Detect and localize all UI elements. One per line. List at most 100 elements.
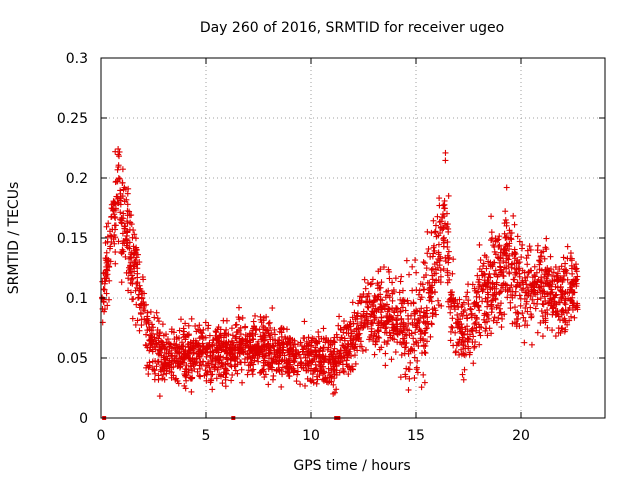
data-point bbox=[463, 315, 470, 322]
data-point bbox=[462, 338, 469, 345]
data-point bbox=[490, 317, 497, 324]
data-point bbox=[138, 294, 145, 301]
data-point bbox=[276, 337, 283, 344]
data-point bbox=[531, 263, 538, 270]
data-point bbox=[517, 302, 524, 309]
data-point bbox=[368, 280, 375, 287]
data-point bbox=[440, 202, 447, 209]
data-point bbox=[553, 291, 560, 298]
data-point bbox=[291, 367, 298, 374]
data-point bbox=[507, 305, 514, 312]
data-point bbox=[260, 368, 267, 375]
data-point bbox=[458, 310, 465, 317]
data-point bbox=[386, 329, 393, 336]
data-point bbox=[213, 375, 220, 382]
data-point bbox=[485, 258, 492, 265]
data-point bbox=[510, 276, 517, 283]
data-point bbox=[136, 327, 143, 334]
x-tick-label: 20 bbox=[512, 428, 530, 444]
data-point bbox=[228, 377, 235, 384]
data-point bbox=[127, 262, 134, 269]
data-point bbox=[206, 339, 213, 346]
data-point bbox=[476, 307, 483, 314]
data-point bbox=[425, 245, 432, 252]
data-point bbox=[163, 353, 170, 360]
data-point bbox=[531, 287, 538, 294]
data-point bbox=[269, 342, 276, 349]
data-point bbox=[340, 343, 347, 350]
data-point bbox=[228, 338, 235, 345]
data-point bbox=[365, 304, 372, 311]
data-point bbox=[406, 375, 413, 382]
data-point bbox=[568, 279, 575, 286]
data-point bbox=[414, 320, 421, 327]
data-point bbox=[297, 381, 304, 388]
data-point bbox=[539, 333, 546, 340]
data-point bbox=[388, 356, 395, 363]
data-point bbox=[476, 341, 483, 348]
data-point bbox=[111, 213, 118, 220]
data-point bbox=[411, 316, 418, 323]
data-point bbox=[515, 266, 522, 273]
data-point bbox=[459, 334, 466, 341]
data-point bbox=[321, 369, 328, 376]
data-point bbox=[239, 314, 246, 321]
data-point bbox=[194, 350, 201, 357]
data-point bbox=[183, 362, 190, 369]
data-point bbox=[108, 239, 115, 246]
data-point bbox=[424, 250, 431, 257]
data-point bbox=[355, 300, 362, 307]
data-point bbox=[179, 339, 186, 346]
data-point bbox=[207, 353, 214, 360]
data-point bbox=[435, 255, 442, 262]
data-point bbox=[367, 281, 374, 288]
data-point bbox=[461, 366, 468, 373]
data-point bbox=[417, 328, 424, 335]
data-point bbox=[173, 375, 180, 382]
data-point bbox=[521, 339, 528, 346]
data-point bbox=[204, 349, 211, 356]
data-point bbox=[105, 256, 112, 263]
data-point bbox=[427, 294, 434, 301]
data-point bbox=[361, 317, 368, 324]
data-point bbox=[286, 335, 293, 342]
data-point bbox=[491, 314, 498, 321]
data-point bbox=[163, 361, 170, 368]
data-point bbox=[244, 371, 251, 378]
data-point bbox=[332, 358, 339, 365]
data-point bbox=[539, 300, 546, 307]
data-point bbox=[548, 286, 555, 293]
data-point bbox=[477, 332, 484, 339]
data-point bbox=[133, 301, 140, 308]
data-point bbox=[271, 347, 278, 354]
data-point bbox=[560, 307, 567, 314]
data-point bbox=[370, 301, 377, 308]
data-point bbox=[544, 277, 551, 284]
data-point bbox=[122, 225, 129, 232]
data-point bbox=[443, 210, 450, 217]
data-point bbox=[503, 259, 510, 266]
data-point bbox=[413, 366, 420, 373]
data-point bbox=[222, 366, 229, 373]
data-point bbox=[544, 272, 551, 279]
data-point bbox=[405, 386, 412, 393]
data-point bbox=[528, 341, 535, 348]
data-point bbox=[500, 246, 507, 253]
data-point bbox=[231, 363, 238, 370]
data-point bbox=[146, 324, 153, 331]
data-point bbox=[320, 377, 327, 384]
data-point bbox=[271, 331, 278, 338]
data-point bbox=[261, 362, 268, 369]
data-point bbox=[303, 367, 310, 374]
data-point bbox=[269, 305, 276, 312]
data-point bbox=[163, 346, 170, 353]
data-point bbox=[544, 290, 551, 297]
data-point bbox=[103, 223, 110, 230]
data-point bbox=[375, 334, 382, 341]
data-point bbox=[212, 328, 219, 335]
data-point bbox=[534, 289, 541, 296]
data-point bbox=[284, 347, 291, 354]
data-point bbox=[354, 334, 361, 341]
data-point bbox=[141, 307, 148, 314]
data-point bbox=[431, 305, 438, 312]
